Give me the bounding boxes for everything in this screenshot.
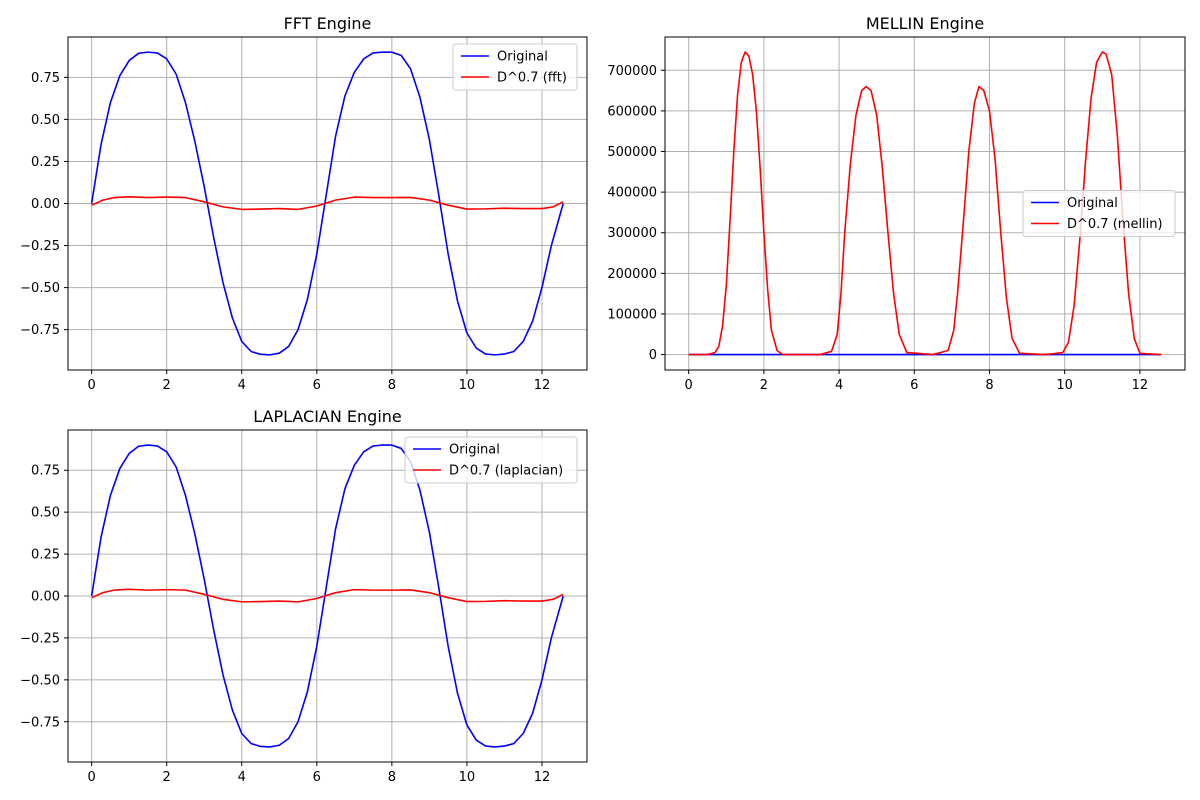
legend-box	[1022, 190, 1176, 237]
x-tick-label: 2	[163, 378, 171, 393]
x-tick-label: 4	[238, 770, 246, 785]
y-tick-label: −0.50	[20, 673, 60, 688]
y-tick-label: 400000	[607, 186, 657, 201]
x-tick-label: 12	[534, 770, 551, 785]
series-line-fractional-derivative	[91, 588, 564, 603]
laplacian-engine-panel: 0 2 4 6 8 10 12 −0.75 −0.50 −0.25 0.00 0.25 0.50 0.75…	[20, 407, 588, 785]
x-tick-label: 12	[534, 378, 551, 393]
legend: Original D^0.7 (mellin)	[1022, 190, 1176, 237]
y-tick-label: 0.50	[31, 113, 60, 128]
y-tick-label: 0.00	[31, 197, 60, 212]
y-tick-label: 100000	[607, 307, 657, 322]
x-tick-label: 10	[1056, 378, 1073, 393]
x-tick-label: 2	[760, 378, 768, 393]
y-tick-label: 600000	[607, 104, 657, 119]
y-tick-label: −0.25	[20, 631, 60, 646]
y-tick-label: 0.75	[31, 464, 60, 479]
y-tick-label: 0.50	[31, 506, 60, 521]
y-tick-label: 0.75	[31, 71, 60, 86]
series-line-fractional-derivative	[688, 51, 1162, 356]
legend-label: Original	[497, 50, 548, 65]
x-tick-label: 6	[313, 378, 321, 393]
mellin-engine-panel: 0 2 4 6 8 10 12 0 100000 200000 300000 400000 500000…	[607, 14, 1186, 393]
x-tick-label: 0	[88, 378, 96, 393]
x-tick-label: 4	[238, 378, 246, 393]
legend-box	[404, 436, 578, 484]
y-tick-label: 0.25	[31, 155, 60, 170]
x-tick-label: 10	[459, 770, 476, 785]
y-tick-label: −0.25	[20, 239, 60, 254]
y-tick-label: 0.00	[31, 590, 60, 605]
x-tick-label: 6	[313, 770, 321, 785]
legend-label: D^0.7 (laplacian)	[449, 464, 563, 479]
series-line-original	[90, 444, 564, 748]
legend-label: Original	[449, 443, 500, 458]
x-tick-label: 8	[388, 378, 396, 393]
y-tick-label: −0.75	[20, 323, 60, 338]
x-tick-label: 2	[163, 770, 171, 785]
y-tick-label: −0.50	[20, 281, 60, 296]
legend: Original D^0.7 (laplacian)	[404, 436, 578, 484]
x-tick-label: 0	[685, 378, 693, 393]
x-tick-label: 12	[1132, 378, 1149, 393]
x-tick-label: 10	[459, 378, 476, 393]
y-tick-label: 500000	[607, 145, 657, 160]
chart-title: FFT Engine	[284, 14, 372, 33]
legend-label: D^0.7 (fft)	[497, 71, 567, 86]
y-tick-label: 700000	[607, 64, 657, 79]
series-line-original	[90, 51, 564, 356]
y-tick-label: −0.75	[20, 715, 60, 730]
axes-frame	[664, 36, 1186, 371]
x-tick-label: 6	[910, 378, 918, 393]
y-tick-label: 300000	[607, 226, 657, 241]
x-tick-label: 4	[835, 378, 843, 393]
legend-label: Original	[1067, 196, 1118, 211]
x-tick-label: 8	[388, 770, 396, 785]
chart-title: LAPLACIAN Engine	[253, 407, 402, 426]
x-tick-label: 0	[88, 770, 96, 785]
y-tick-label: 0	[649, 348, 657, 363]
x-tick-label: 8	[985, 378, 993, 393]
y-tick-label: 200000	[607, 267, 657, 282]
series-line-fractional-derivative	[91, 195, 564, 211]
legend: Original D^0.7 (fft)	[452, 43, 578, 91]
fft-engine-panel: 0 2 4 6 8 10 12 −0.75 −0.50 −0.25 0.00 0.25 0.50 0.75…	[20, 14, 588, 393]
legend-label: D^0.7 (mellin)	[1067, 217, 1163, 232]
y-tick-label: 0.25	[31, 548, 60, 563]
chart-title: MELLIN Engine	[866, 14, 984, 33]
